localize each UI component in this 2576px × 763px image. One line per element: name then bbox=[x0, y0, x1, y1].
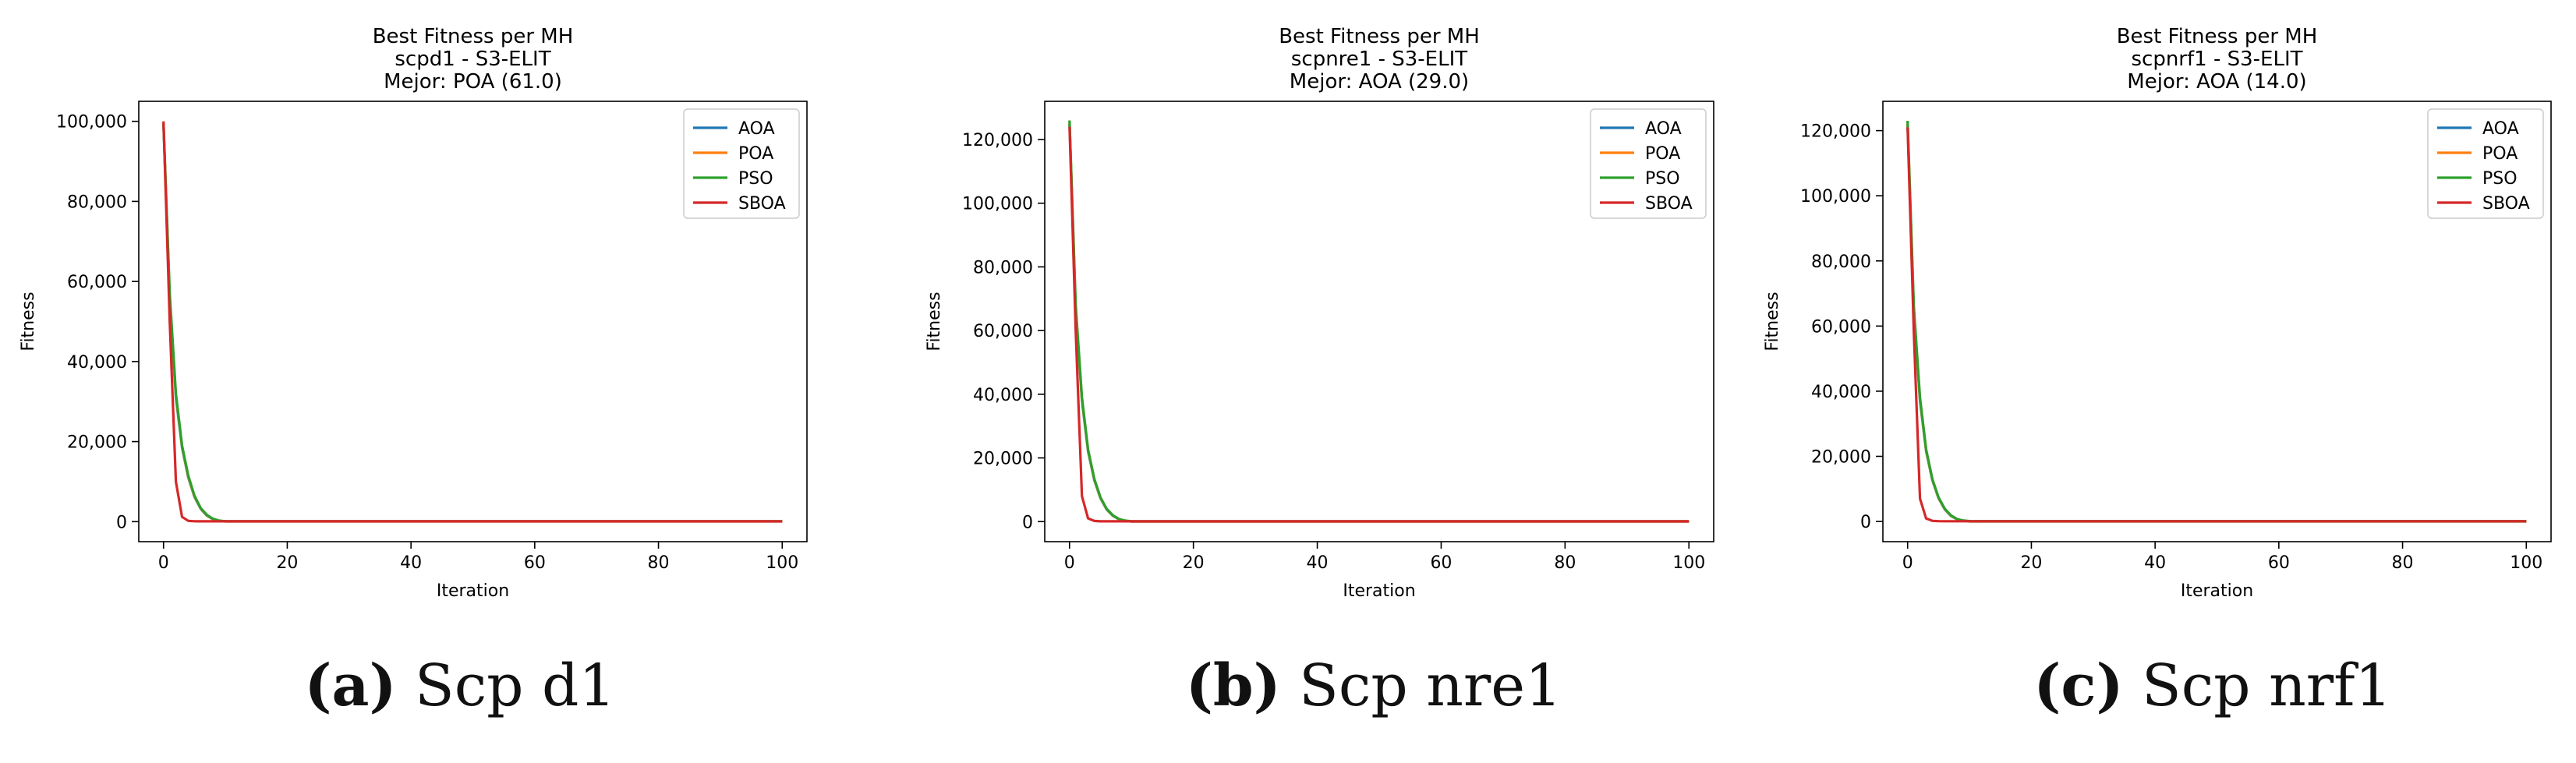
legend-label-sboa: SBOA bbox=[2482, 194, 2530, 214]
y-tick-label: 100,000 bbox=[1800, 187, 1871, 207]
chart-subtitle: scpd1 - S3-ELIT bbox=[395, 48, 550, 71]
caption-b: (b) Scp nre1 bbox=[1101, 647, 1647, 725]
y-tick-label: 0 bbox=[1022, 513, 1033, 532]
x-axis-label: Iteration bbox=[2181, 581, 2253, 601]
chart-subtitle: scpnrf1 - S3-ELIT bbox=[2131, 48, 2302, 71]
y-tick-label: 80,000 bbox=[67, 193, 127, 212]
x-tick-label: 80 bbox=[1554, 553, 1576, 573]
y-tick-label: 40,000 bbox=[1811, 383, 1871, 402]
legend-label-poa: POA bbox=[2482, 144, 2518, 164]
x-tick-label: 40 bbox=[400, 553, 422, 573]
y-tick-label: 120,000 bbox=[962, 131, 1033, 150]
y-tick-label: 60,000 bbox=[973, 322, 1033, 341]
series-line-sboa bbox=[1068, 126, 1690, 523]
axes-frame bbox=[138, 101, 808, 542]
legend-label-poa: POA bbox=[738, 144, 773, 164]
legend-label-pso: PSO bbox=[738, 169, 773, 189]
caption-b-letter: (b) bbox=[1185, 652, 1281, 719]
y-tick-label: 40,000 bbox=[973, 386, 1033, 405]
y-tick-label: 100,000 bbox=[962, 195, 1033, 214]
x-axis-label: Iteration bbox=[1343, 581, 1415, 601]
x-tick-label: 40 bbox=[2144, 553, 2166, 573]
x-tick-label: 40 bbox=[1307, 553, 1329, 573]
caption-a-letter: (a) bbox=[304, 652, 397, 719]
legend-label-aoa: AOA bbox=[738, 119, 775, 139]
y-tick-label: 20,000 bbox=[973, 450, 1033, 469]
legend-box bbox=[683, 108, 800, 219]
legend-label-sboa: SBOA bbox=[738, 194, 786, 214]
caption-b-text: Scp nre1 bbox=[1280, 652, 1562, 719]
y-tick-label: 40,000 bbox=[67, 353, 127, 373]
series-line-sboa bbox=[1906, 127, 2527, 523]
legend-label-sboa: SBOA bbox=[1645, 194, 1693, 214]
x-tick-label: 100 bbox=[2510, 553, 2542, 573]
caption-a-text: Scp d1 bbox=[396, 652, 616, 719]
y-tick-label: 60,000 bbox=[67, 273, 127, 292]
x-tick-label: 0 bbox=[1902, 553, 1913, 573]
x-tick-label: 60 bbox=[1430, 553, 1452, 573]
y-tick-label: 60,000 bbox=[1811, 317, 1871, 337]
y-tick-label: 80,000 bbox=[1811, 253, 1871, 272]
x-tick-label: 100 bbox=[1672, 553, 1705, 573]
x-tick-label: 60 bbox=[2268, 553, 2290, 573]
legend-label-aoa: AOA bbox=[1645, 119, 1682, 139]
y-tick-label: 0 bbox=[1860, 513, 1871, 532]
y-tick-label: 120,000 bbox=[1800, 122, 1871, 142]
y-tick-label: 20,000 bbox=[1811, 448, 1871, 468]
x-tick-label: 20 bbox=[1183, 553, 1205, 573]
y-tick-label: 100,000 bbox=[56, 113, 127, 132]
legend-label-aoa: AOA bbox=[2482, 119, 2519, 139]
x-tick-label: 20 bbox=[276, 553, 298, 573]
y-tick-label: 80,000 bbox=[973, 258, 1033, 277]
y-axis-label: Fitness bbox=[19, 291, 38, 351]
chart-best-label: Mejor: AOA (14.0) bbox=[2127, 70, 2306, 94]
x-tick-label: 100 bbox=[766, 553, 798, 573]
chart-best-label: Mejor: POA (61.0) bbox=[384, 70, 562, 94]
y-tick-label: 0 bbox=[116, 513, 127, 532]
x-tick-label: 60 bbox=[524, 553, 546, 573]
x-tick-label: 80 bbox=[648, 553, 670, 573]
x-tick-label: 0 bbox=[158, 553, 169, 573]
caption-c-letter: (c) bbox=[2033, 652, 2124, 719]
y-tick-label: 20,000 bbox=[67, 433, 127, 453]
legend-label-pso: PSO bbox=[1645, 169, 1680, 189]
x-tick-label: 20 bbox=[2020, 553, 2042, 573]
axes-frame bbox=[1044, 101, 1714, 542]
x-axis-label: Iteration bbox=[437, 581, 509, 601]
chart-title: Best Fitness per MH bbox=[373, 25, 574, 48]
chart-title: Best Fitness per MH bbox=[2117, 25, 2318, 48]
x-tick-label: 80 bbox=[2392, 553, 2414, 573]
legend-label-pso: PSO bbox=[2482, 169, 2518, 189]
caption-c-text: Scp nrf1 bbox=[2123, 652, 2392, 719]
series-line-sboa bbox=[162, 121, 783, 523]
chart-best-label: Mejor: AOA (29.0) bbox=[1290, 70, 1469, 94]
legend-box bbox=[2427, 108, 2544, 219]
chart-subtitle: scpnre1 - S3-ELIT bbox=[1291, 48, 1467, 71]
legend-box bbox=[1590, 108, 1707, 219]
chart-title: Best Fitness per MH bbox=[1279, 25, 1480, 48]
caption-c: (c) Scp nrf1 bbox=[1940, 647, 2486, 725]
axes-frame bbox=[1882, 101, 2552, 542]
legend-label-poa: POA bbox=[1645, 144, 1680, 164]
y-axis-label: Fitness bbox=[925, 291, 944, 351]
x-tick-label: 0 bbox=[1064, 553, 1075, 573]
caption-a: (a) Scp d1 bbox=[187, 647, 733, 725]
y-axis-label: Fitness bbox=[1763, 291, 1782, 351]
